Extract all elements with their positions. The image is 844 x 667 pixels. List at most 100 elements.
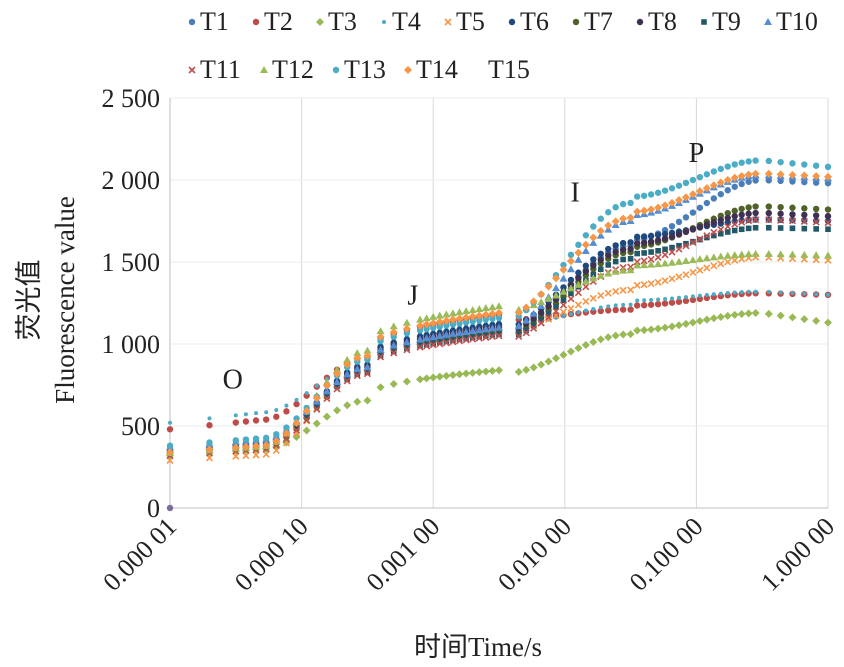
point — [435, 317, 444, 326]
point — [717, 165, 724, 173]
point — [612, 306, 619, 314]
legend-marker — [404, 66, 412, 74]
legend-marker — [508, 18, 516, 26]
point — [436, 323, 443, 330]
point — [716, 178, 725, 187]
legend-label: T4 — [392, 7, 421, 36]
point — [745, 178, 752, 185]
point — [704, 292, 709, 297]
point — [343, 377, 351, 385]
point — [376, 327, 385, 335]
y-tick-label: 1 000 — [102, 330, 161, 359]
point — [597, 256, 604, 264]
point — [824, 163, 832, 171]
point — [695, 255, 704, 263]
point — [456, 320, 463, 327]
legend-marker — [260, 66, 268, 73]
point — [481, 325, 490, 333]
point — [812, 172, 821, 181]
point — [731, 227, 738, 234]
point — [597, 266, 604, 273]
point — [559, 265, 568, 274]
point — [765, 209, 772, 217]
point — [559, 301, 568, 309]
point — [670, 296, 675, 301]
point — [789, 225, 796, 232]
point — [731, 207, 738, 215]
point — [716, 313, 725, 322]
point — [206, 439, 213, 446]
point — [776, 311, 785, 320]
point — [627, 255, 634, 262]
point — [292, 419, 301, 428]
point — [404, 345, 410, 352]
point — [824, 251, 832, 259]
point — [723, 175, 732, 184]
point — [283, 424, 290, 431]
point — [537, 360, 546, 369]
point — [435, 331, 444, 339]
point — [343, 355, 352, 363]
point — [812, 218, 820, 226]
point — [582, 268, 590, 275]
legend: T1 T2 T3 T4 T5 T6 T7 T8 T9 T10 T11 T12 T13 T14 T15 — [188, 7, 818, 84]
point — [589, 238, 598, 246]
point — [696, 266, 704, 274]
point — [423, 341, 430, 348]
point — [262, 434, 270, 442]
point — [389, 322, 398, 330]
point — [800, 217, 808, 226]
point — [668, 258, 677, 266]
point — [354, 371, 361, 378]
point — [575, 241, 582, 249]
point — [422, 314, 431, 322]
legend-item: T6 — [508, 7, 549, 36]
point — [545, 315, 553, 323]
point — [529, 297, 538, 306]
point — [292, 433, 301, 442]
point — [538, 317, 544, 323]
point — [442, 330, 451, 338]
legend-label: T2 — [264, 7, 293, 36]
point — [574, 344, 583, 353]
point — [682, 214, 690, 221]
point — [333, 365, 342, 373]
point — [581, 247, 590, 255]
point — [709, 314, 718, 323]
point — [710, 262, 718, 270]
point — [702, 254, 711, 262]
point — [825, 226, 831, 232]
point — [690, 294, 695, 299]
point — [674, 196, 683, 205]
point — [581, 240, 590, 249]
data-points — [166, 157, 832, 512]
point — [777, 177, 784, 185]
point — [596, 226, 605, 235]
point — [537, 301, 546, 309]
legend-item: T9 — [701, 7, 741, 36]
point — [654, 237, 662, 244]
point — [522, 303, 531, 312]
point — [422, 320, 431, 329]
point — [530, 315, 537, 322]
point — [323, 395, 331, 403]
point — [604, 289, 612, 297]
point — [674, 321, 683, 330]
point — [312, 419, 321, 428]
point — [389, 379, 398, 388]
point — [668, 322, 677, 331]
point — [730, 251, 739, 259]
point — [304, 391, 309, 396]
point — [661, 230, 669, 238]
legend-item: T15 — [488, 55, 530, 84]
point — [364, 369, 371, 376]
point — [776, 170, 785, 179]
point — [488, 366, 497, 375]
legend-item: T5 — [444, 7, 485, 36]
point — [515, 332, 523, 341]
point — [344, 376, 350, 382]
point — [661, 323, 670, 332]
point — [552, 307, 560, 315]
point — [717, 216, 724, 224]
